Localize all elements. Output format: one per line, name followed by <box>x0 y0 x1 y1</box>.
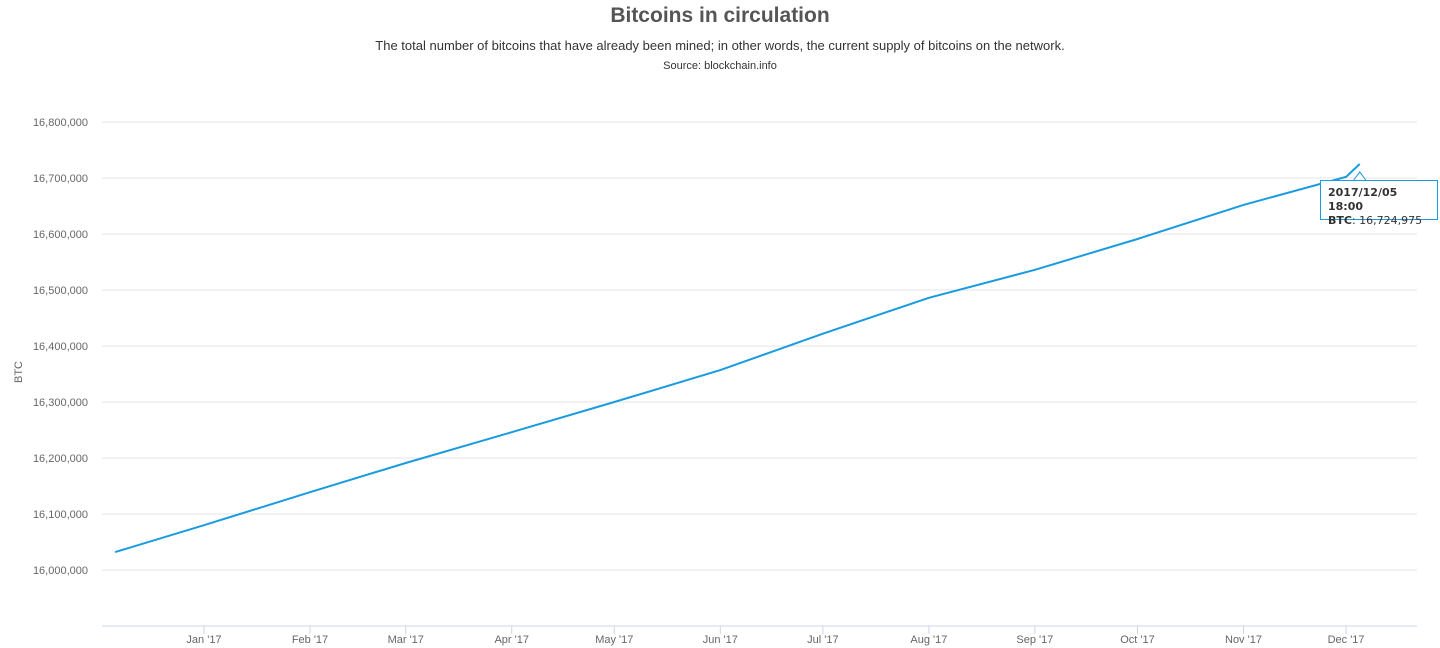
chart-title: Bitcoins in circulation <box>610 4 830 27</box>
y-tick-label: 16,500,000 <box>33 285 88 297</box>
x-tick-label: Dec '17 <box>1328 634 1365 646</box>
y-tick-label: 16,700,000 <box>33 173 88 185</box>
x-tick-label: Jun '17 <box>703 634 738 646</box>
tooltip-pointer <box>1353 171 1367 181</box>
x-tick-label: Aug '17 <box>910 634 947 646</box>
y-tick-label: 16,600,000 <box>33 229 88 241</box>
series-line <box>114 163 1361 554</box>
y-tick-label: 16,100,000 <box>33 509 88 521</box>
x-tick-label: Sep '17 <box>1016 634 1053 646</box>
x-tick-label: Oct '17 <box>1120 634 1155 646</box>
tooltip-label: BTC <box>1328 214 1352 227</box>
y-tick-label: 16,300,000 <box>33 397 88 409</box>
y-axis-label: BTC <box>13 361 25 383</box>
tooltip-date: 2017/12/05 18:00 <box>1328 186 1398 213</box>
x-tick-label: May '17 <box>595 634 633 646</box>
y-tick-label: 16,800,000 <box>33 117 88 129</box>
y-tick-label: 16,200,000 <box>33 453 88 465</box>
chart-source: Source: blockchain.info <box>663 60 777 72</box>
x-tick-label: Mar '17 <box>388 634 424 646</box>
y-tick-label: 16,400,000 <box>33 341 88 353</box>
tooltip-value-row: BTC: 16,724,975 <box>1328 214 1423 227</box>
y-tick-label: 16,000,000 <box>33 565 88 577</box>
chart-subtitle: The total number of bitcoins that have a… <box>375 38 1065 53</box>
x-tick-label: Apr '17 <box>494 634 529 646</box>
x-tick-label: Nov '17 <box>1225 634 1262 646</box>
tooltip-value: 16,724,975 <box>1359 214 1423 227</box>
x-tick-label: Feb '17 <box>292 634 328 646</box>
tooltip: 2017/12/05 18:00 BTC: 16,724,975 <box>1320 180 1438 227</box>
x-tick-label: Jul '17 <box>807 634 838 646</box>
x-tick-label: Jan '17 <box>186 634 221 646</box>
